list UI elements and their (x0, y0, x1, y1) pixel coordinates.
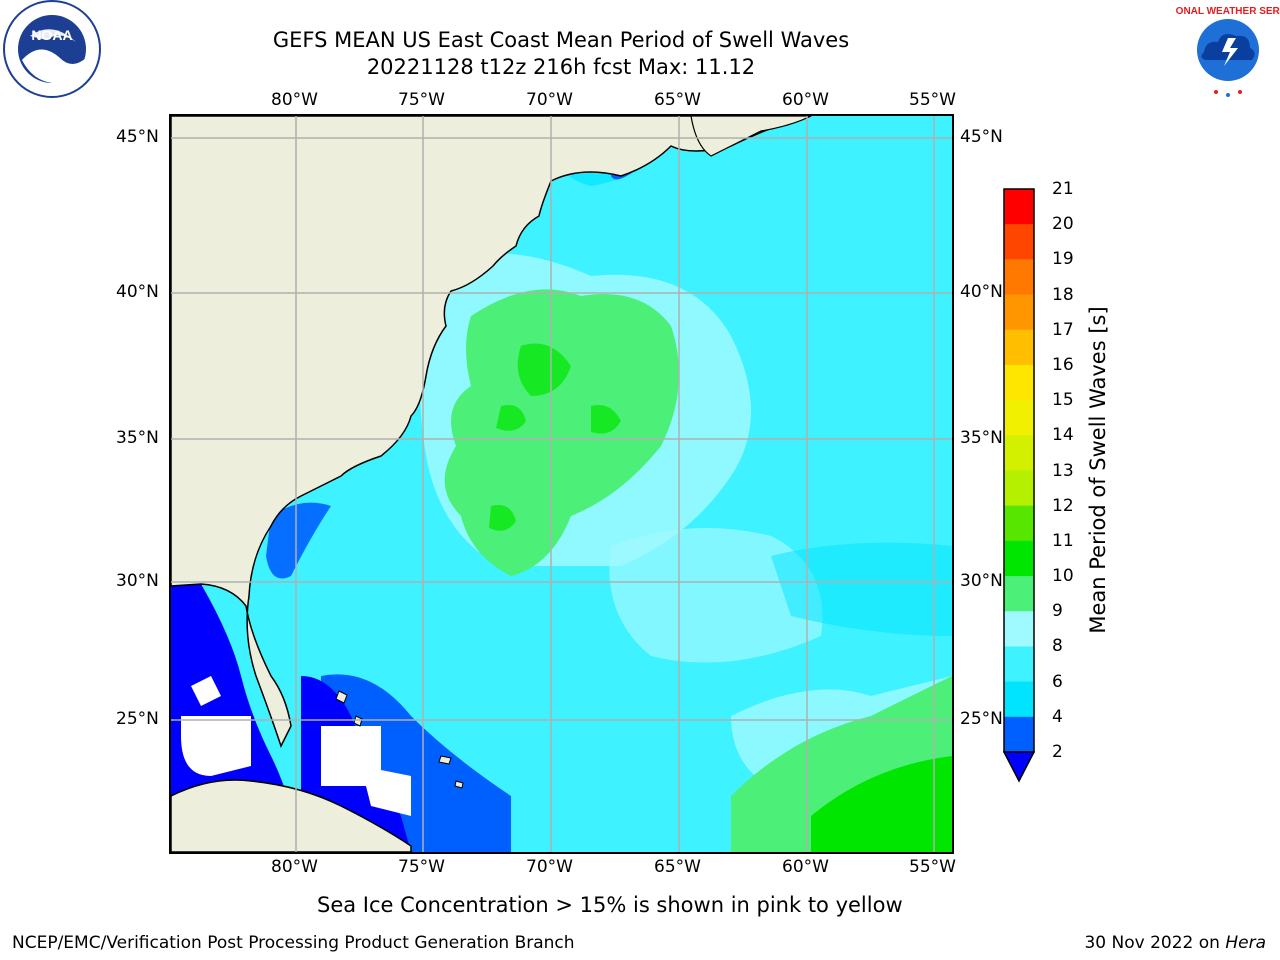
map-subtitle-run: 20221128 t12z 216h fcst Max: 11.12 (366, 55, 756, 79)
colorbar-tick-label: 4 (1052, 706, 1063, 727)
lon-label-top: 65°W (654, 90, 701, 110)
colorbar-tick-label: 8 (1052, 636, 1063, 657)
swell-9-10s-region (444, 289, 679, 576)
colorbar-tick-label: 14 (1052, 425, 1074, 446)
colorbar-bin (1004, 470, 1034, 507)
lat-label-right: 30°N (960, 571, 1003, 591)
land-us-east-coast (171, 116, 812, 748)
colorbar-tick-label: 20 (1052, 214, 1074, 235)
swell-period-field (171, 116, 952, 852)
lat-label-right: 40°N (960, 282, 1003, 302)
colorbar-bin (1004, 329, 1034, 366)
colorbar-bin (1004, 540, 1034, 577)
colorbar-bin (1004, 646, 1034, 683)
colorbar-bin (1004, 435, 1034, 471)
lon-label-bottom: 70°W (526, 857, 573, 877)
noaa-logo-text: NOAA (31, 27, 72, 43)
colorbar (1003, 188, 1035, 783)
colorbar-bin (1004, 224, 1034, 260)
colorbar-tick-label: 18 (1052, 284, 1074, 305)
noaa-seal-icon: NOAA (3, 0, 101, 98)
graticule (171, 116, 952, 852)
colorbar-tick-label: 16 (1052, 354, 1074, 375)
colorbar-under-triangle (1003, 751, 1035, 783)
colorbar-tick-label: 15 (1052, 390, 1074, 411)
colorbar-tick-label: 11 (1052, 530, 1074, 551)
lat-label-right: 45°N (960, 127, 1003, 147)
nws-seal-icon: NATIONAL WEATHER SERVICE (1176, 3, 1280, 97)
lon-label-bottom: 60°W (782, 857, 829, 877)
lon-label-bottom: 75°W (398, 857, 445, 877)
colorbar-bin (1004, 681, 1034, 718)
colorbar-tick-label: 13 (1052, 460, 1074, 481)
lon-label-top: 70°W (526, 90, 573, 110)
footer-date: 30 Nov 2022 on Hera (1084, 933, 1266, 953)
footer-credit: NCEP/EMC/Verification Post Processing Pr… (12, 933, 575, 953)
colorbar-bin (1004, 400, 1034, 436)
land-cuba (171, 779, 412, 852)
map-panel[interactable] (169, 114, 954, 854)
lon-label-top: 75°W (398, 90, 445, 110)
colorbar-bin (1004, 364, 1034, 401)
lon-label-top: 60°W (782, 90, 829, 110)
colorbar-title: Mean Period of Swell Waves [s] (1086, 306, 1110, 634)
colorbar-tick-label: 21 (1052, 179, 1074, 199)
colorbar-bin (1004, 259, 1034, 296)
footer-machine: Hera (1225, 933, 1266, 953)
colorbar-bin (1004, 716, 1034, 753)
lon-label-top: 80°W (271, 90, 318, 110)
lon-label-top: 55°W (909, 90, 956, 110)
colorbar-tick-label: 9 (1052, 601, 1063, 622)
colorbar-tick-label: 19 (1052, 249, 1074, 270)
sea-ice-note: Sea Ice Concentration > 15% is shown in … (317, 893, 903, 917)
colorbar-tick-label: 2 (1052, 742, 1063, 762)
svg-text:NATIONAL WEATHER SERVICE: NATIONAL WEATHER SERVICE (1176, 6, 1280, 17)
lon-label-bottom: 55°W (909, 857, 956, 877)
lat-label-left: 30°N (116, 571, 159, 591)
lat-label-left: 35°N (116, 428, 159, 448)
map-title: GEFS MEAN US East Coast Mean Period of S… (272, 28, 850, 52)
colorbar-tick-label: 10 (1052, 566, 1074, 587)
swell-8-9s-region (609, 528, 823, 663)
colorbar-bin (1004, 505, 1034, 542)
colorbar-tick-label: 6 (1052, 671, 1063, 692)
footer-date-text: 30 Nov 2022 on (1084, 933, 1220, 953)
lat-label-left: 45°N (116, 127, 159, 147)
colorbar-bin (1004, 189, 1034, 225)
colorbar-tick-label: 12 (1052, 495, 1074, 516)
colorbar-bin (1004, 294, 1034, 331)
lat-label-right: 35°N (960, 428, 1003, 448)
lon-label-bottom: 80°W (271, 857, 318, 877)
colorbar-tick-label: 17 (1052, 319, 1074, 340)
lat-label-left: 40°N (116, 282, 159, 302)
lat-label-left: 25°N (116, 709, 159, 729)
lat-label-right: 25°N (960, 709, 1003, 729)
lon-label-bottom: 65°W (654, 857, 701, 877)
colorbar-bin (1004, 576, 1034, 612)
swell-10-11s-region (811, 756, 952, 852)
colorbar-bin (1004, 611, 1034, 647)
